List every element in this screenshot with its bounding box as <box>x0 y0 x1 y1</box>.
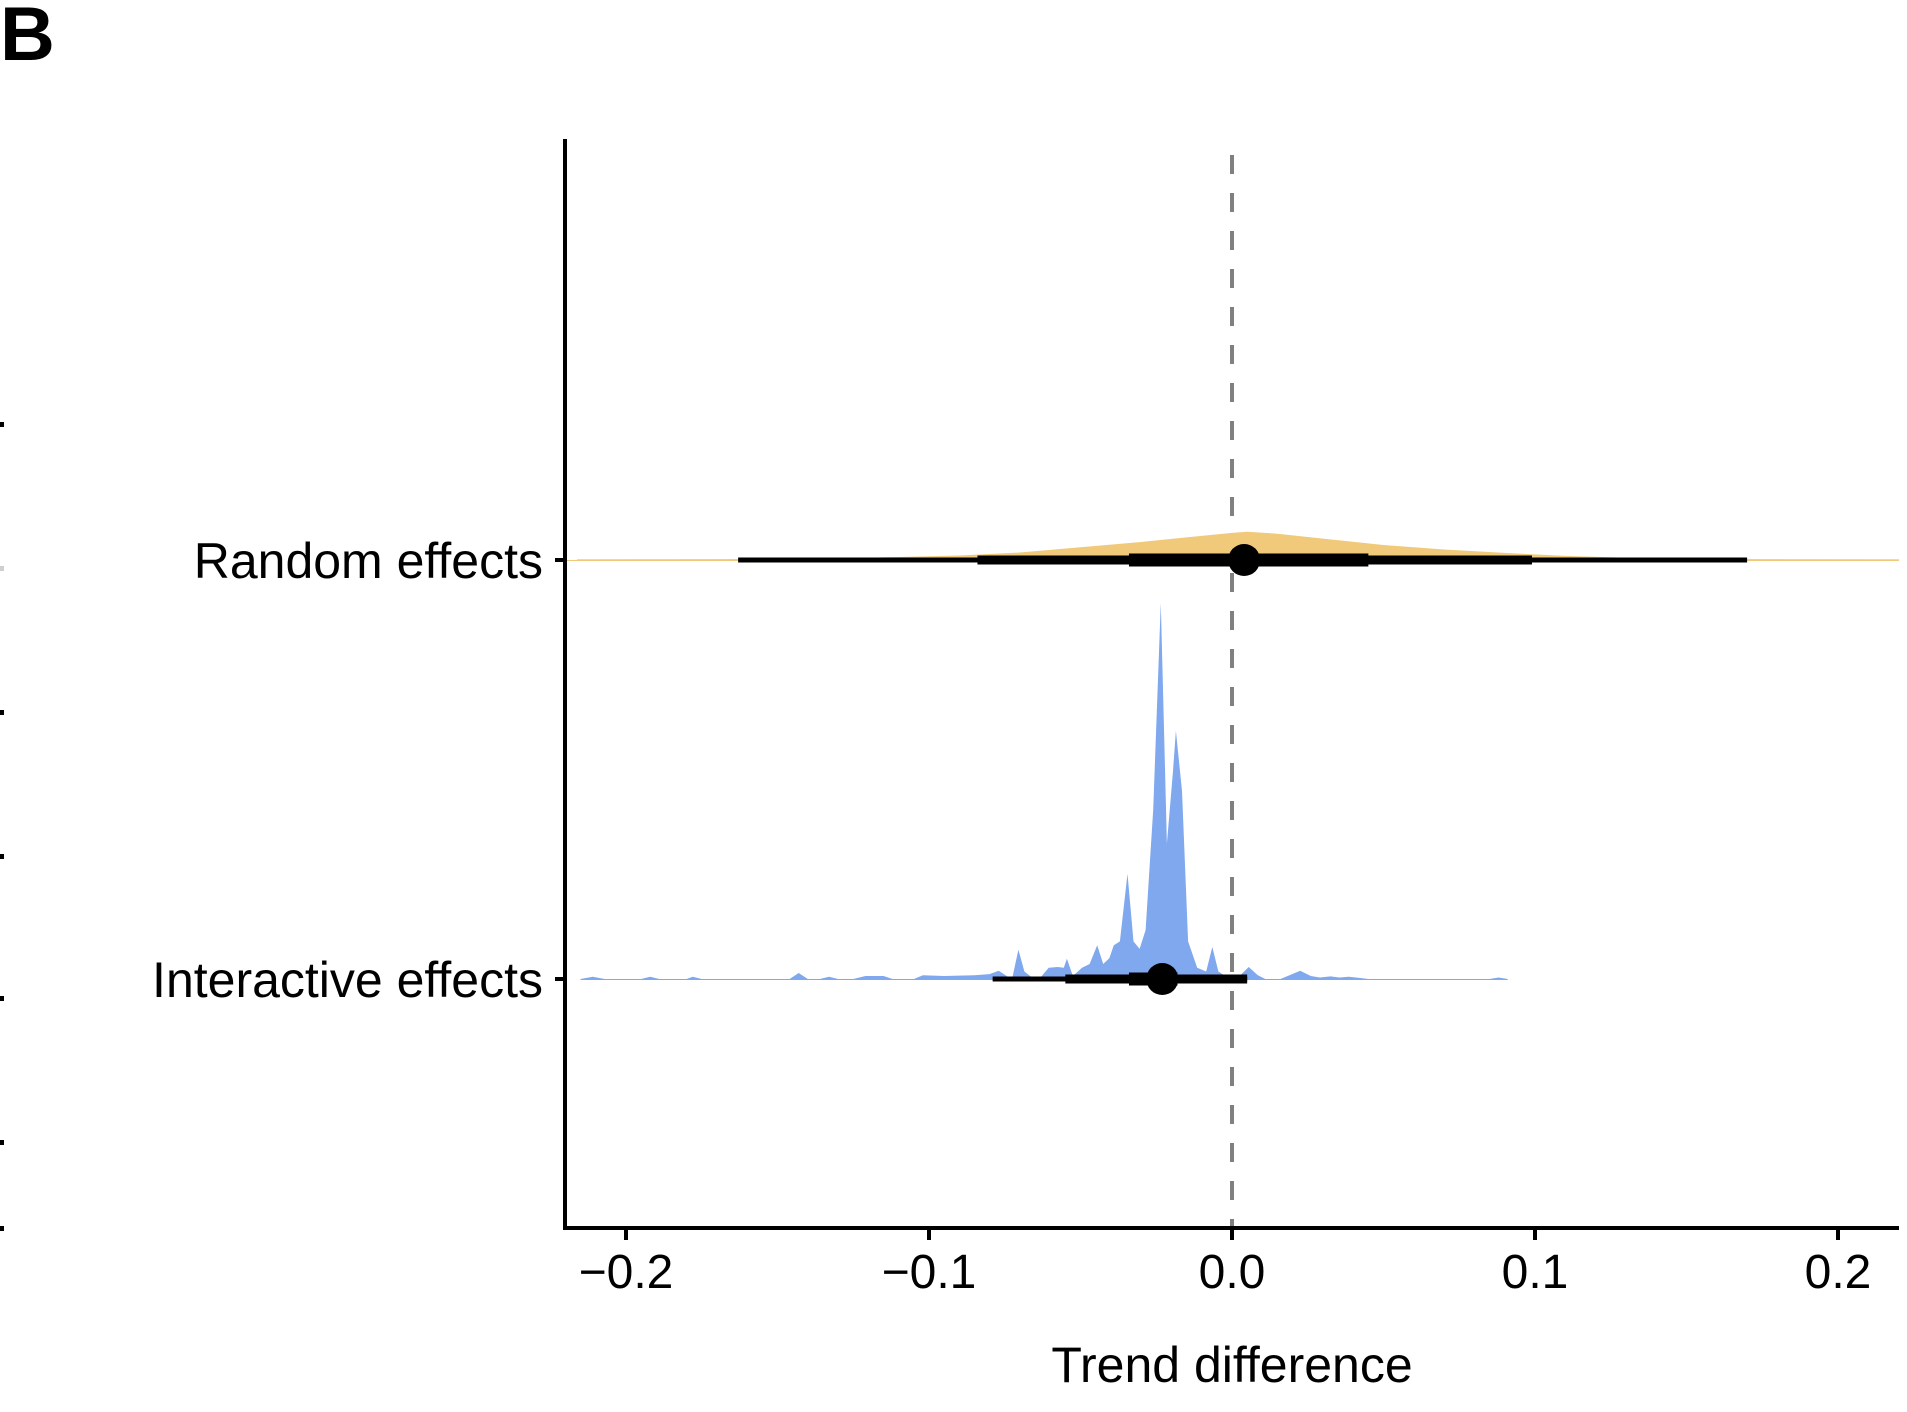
point-estimate-random-effects <box>1228 544 1261 576</box>
density-random-effects <box>567 531 1899 561</box>
edge-tick-mark <box>0 710 4 715</box>
x-axis-title: Trend difference <box>1051 1337 1412 1393</box>
y-axis-ticks: Random effects Interactive effects <box>152 533 565 1008</box>
edge-tick-mark <box>0 566 4 571</box>
density-layer <box>567 531 1899 980</box>
edge-tick-mark <box>0 1140 4 1145</box>
x-tick-label: −0.2 <box>579 1246 674 1299</box>
edge-tick-mark <box>0 1226 4 1231</box>
edge-tick-marks <box>0 422 4 1231</box>
edge-tick-mark <box>0 422 4 427</box>
x-axis-ticks: −0.2 −0.1 0.0 0.1 0.2 <box>579 1228 1872 1299</box>
edge-tick-mark <box>0 854 4 859</box>
point-estimate-interactive-effects <box>1146 963 1179 995</box>
x-tick-label: −0.1 <box>882 1246 977 1299</box>
x-tick-label: 0.2 <box>1805 1246 1872 1299</box>
x-tick-label: 0.1 <box>1502 1246 1569 1299</box>
edge-tick-mark <box>0 996 4 1001</box>
density-interactive-effects <box>580 603 1508 980</box>
y-tick-label-random-effects: Random effects <box>194 533 543 589</box>
y-tick-label-interactive-effects: Interactive effects <box>152 952 543 1008</box>
x-tick-label: 0.0 <box>1199 1246 1266 1299</box>
interval-layer <box>738 544 1748 995</box>
panel-label: B <box>0 0 55 77</box>
